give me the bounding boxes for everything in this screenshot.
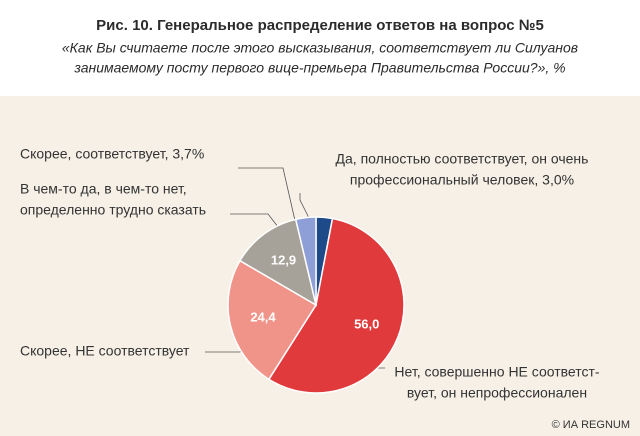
- category-label: Скорее, НЕ соответствует: [20, 343, 190, 359]
- category-label: определенно трудно сказать: [20, 202, 206, 218]
- pie-slice: [294, 216, 317, 306]
- category-label: Нет, совершенно НЕ соответст-: [394, 364, 599, 380]
- category-label: Да, полностью соответствует, он очень: [336, 151, 589, 167]
- leader-line: [238, 167, 297, 226]
- value-label: 12,9: [271, 253, 296, 268]
- value-label: 24,4: [250, 309, 276, 324]
- pie-slice: [227, 259, 318, 381]
- chart-title: Рис. 10. Генеральное распределение ответ…: [96, 17, 544, 34]
- value-label: 56,0: [354, 317, 379, 332]
- category-label: В чем-то да, в чем-то нет,: [20, 181, 187, 197]
- leader-line: [299, 193, 310, 219]
- category-label: вует, он непрофессионален: [407, 385, 587, 401]
- category-label: Скорее, соответствует, 3,7%: [20, 146, 204, 162]
- source: © ИА REGNUM: [552, 419, 630, 431]
- pie-slice: [238, 218, 318, 307]
- chart-subtitle: «Как Вы считаете после этого высказывани…: [62, 40, 578, 56]
- pie-slice: [267, 217, 405, 394]
- category-label: профессиональный человек, 3,0%: [350, 172, 574, 188]
- chart-subtitle: занимаемому посту первого вице-премьера …: [73, 60, 565, 76]
